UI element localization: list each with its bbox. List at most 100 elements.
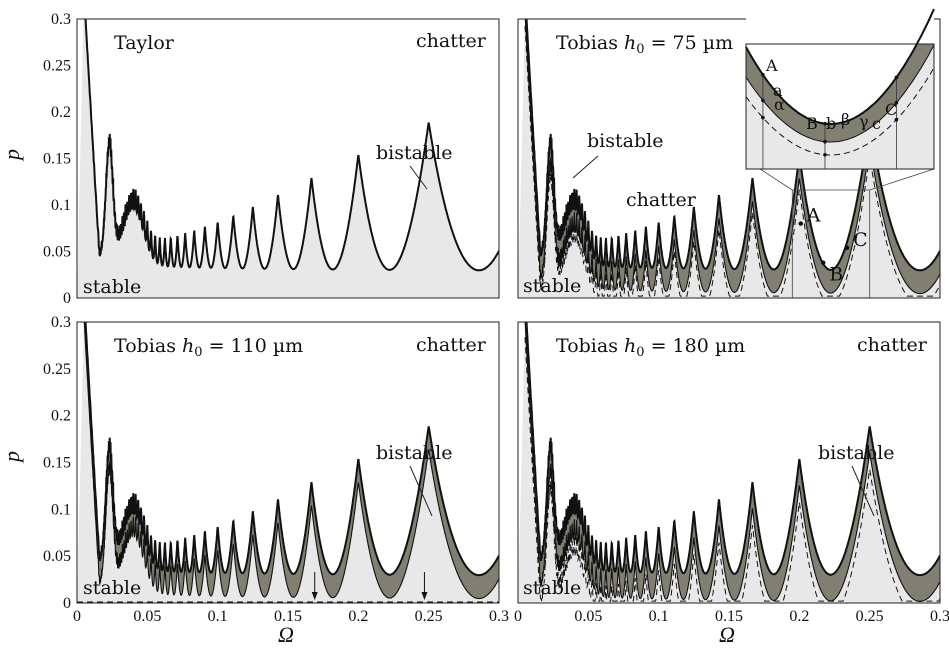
- inset-point: [761, 98, 765, 103]
- x-axis-label: Ω: [278, 622, 294, 647]
- bistable-band: [525, 19, 940, 294]
- x-axis-label: Ω: [719, 622, 735, 647]
- y-tick-label: 0.25: [43, 58, 71, 75]
- inset-label: γ: [859, 112, 869, 131]
- marked-points: A BC: [798, 205, 868, 286]
- inset-bistable-band: [746, 9, 934, 142]
- inset-label: b: [826, 114, 836, 133]
- inset-stability-boundary: [745, 8, 935, 126]
- x-tick-label: 0.3: [930, 608, 949, 625]
- bistable-leader: [409, 165, 428, 190]
- y-tick-label: 0.1: [51, 197, 71, 214]
- plot-marks: [518, 322, 940, 603]
- inset-point: [894, 75, 899, 80]
- stability-boundary: [525, 322, 940, 577]
- x-tick-label: 0.05: [574, 608, 602, 625]
- inset-stable-region: [746, 45, 934, 170]
- bistable-band: [84, 322, 499, 599]
- y-tick-label: 0.05: [43, 548, 71, 565]
- inset-mask: [746, 0, 934, 44]
- arrow-head: [421, 592, 428, 600]
- point-marker: [844, 245, 850, 250]
- stable-region: [77, 19, 499, 298]
- inset-label: a: [773, 81, 783, 100]
- title-subscript: 0: [636, 42, 644, 57]
- y-tick-labels: 0 0.05 0.1 0.15 0.2 0.25 0.3: [43, 11, 71, 307]
- y-tick-label: 0.3: [51, 11, 71, 28]
- stable-region: [77, 322, 499, 603]
- bistable-band: [525, 322, 940, 602]
- bistable-label: bistable: [376, 442, 452, 464]
- stable-label: stable: [83, 276, 141, 298]
- chatter-label: chatter: [626, 189, 697, 211]
- lower-boundary: [83, 322, 499, 600]
- y-axis-label: p: [0, 451, 24, 464]
- y-tick-label: 0.15: [43, 151, 71, 168]
- x-tick-labels: 0 0.05 0.1 0.15 0.2 0.25 0.3: [514, 608, 949, 625]
- bistable-label: bistable: [818, 442, 894, 464]
- chatter-label: chatter: [416, 334, 487, 356]
- y-tick-label: 0: [63, 595, 71, 612]
- stable-label: stable: [83, 577, 141, 599]
- point-label: B: [829, 264, 843, 286]
- title-subscript: 0: [636, 345, 644, 360]
- stability-boundary: [84, 322, 499, 577]
- inset-point: [894, 117, 899, 122]
- title-main: Tobias: [556, 335, 624, 357]
- x-tick-label: 0.25: [415, 608, 443, 625]
- x-tick-label: 0.2: [348, 608, 368, 625]
- x-tick-label: 0.05: [133, 608, 161, 625]
- panel-title: Tobias h0 = 180 µm: [556, 335, 745, 360]
- inset-point: [761, 72, 765, 77]
- x-tick-label: 0.15: [715, 608, 743, 625]
- y-tick-labels: 0 0.05 0.1 0.15 0.2 0.25 0.3: [43, 314, 71, 612]
- title-rest: = 110 µm: [203, 335, 304, 357]
- title-main: Tobias: [556, 32, 624, 54]
- bistable-leader: [409, 465, 433, 517]
- stable-label: stable: [523, 577, 581, 599]
- inset-label: β: [841, 110, 850, 129]
- title-symbol: h: [182, 335, 194, 357]
- inset-label: c: [872, 114, 881, 133]
- title-main: Tobias: [114, 335, 182, 357]
- panel-tobias-75: Tobias h0 = 75 µm bistable chatter stabl…: [517, 0, 941, 299]
- inset-label: C: [885, 100, 897, 119]
- title-symbol: h: [624, 335, 636, 357]
- x-tick-label: 0.1: [649, 608, 669, 625]
- inset-point: [894, 101, 899, 105]
- y-tick-label: 0.1: [51, 501, 71, 518]
- bistable-leader: [572, 155, 599, 179]
- inset-point: [823, 139, 827, 144]
- y-tick-label: 0.2: [51, 408, 71, 425]
- inset-label: A: [765, 56, 778, 75]
- panel-tobias-180: Tobias h0 = 180 µm chatter stable bistab…: [514, 321, 949, 647]
- arrows: [311, 572, 428, 600]
- panel-tobias-110: Tobias h0 = 110 µm chatter stable bistab…: [0, 314, 509, 647]
- inset-point: [823, 152, 827, 157]
- x-tick-labels: 0 0.05 0.1 0.15 0.2 0.25 0.3: [73, 608, 509, 625]
- stable-region: [518, 19, 940, 298]
- chatter-label: chatter: [857, 334, 928, 356]
- point-label: A: [806, 205, 821, 227]
- lower-boundary: [524, 322, 940, 602]
- x-tick-label: 0.15: [274, 608, 302, 625]
- x-tick-label: 0.2: [789, 608, 809, 625]
- title-rest: = 180 µm: [645, 335, 746, 357]
- panel-title: Tobias h0 = 75 µm: [556, 32, 733, 57]
- zoom-connector: [869, 168, 935, 191]
- x-tick-label: 0: [73, 608, 81, 625]
- arrow-head: [311, 592, 318, 600]
- inset-point: [823, 121, 827, 126]
- x-tick-label: 0.25: [856, 608, 884, 625]
- y-tick-label: 0: [63, 290, 71, 307]
- point-marker: [821, 260, 826, 265]
- y-axis-label: p: [0, 149, 24, 162]
- inset-label: B: [806, 114, 818, 133]
- x-tick-label: 0: [514, 608, 522, 625]
- inset-border: [745, 43, 935, 170]
- title-subscript: 0: [194, 345, 202, 360]
- bistable-label: bistable: [587, 130, 663, 152]
- chatter-label: chatter: [416, 30, 487, 52]
- point-marker: [798, 221, 803, 226]
